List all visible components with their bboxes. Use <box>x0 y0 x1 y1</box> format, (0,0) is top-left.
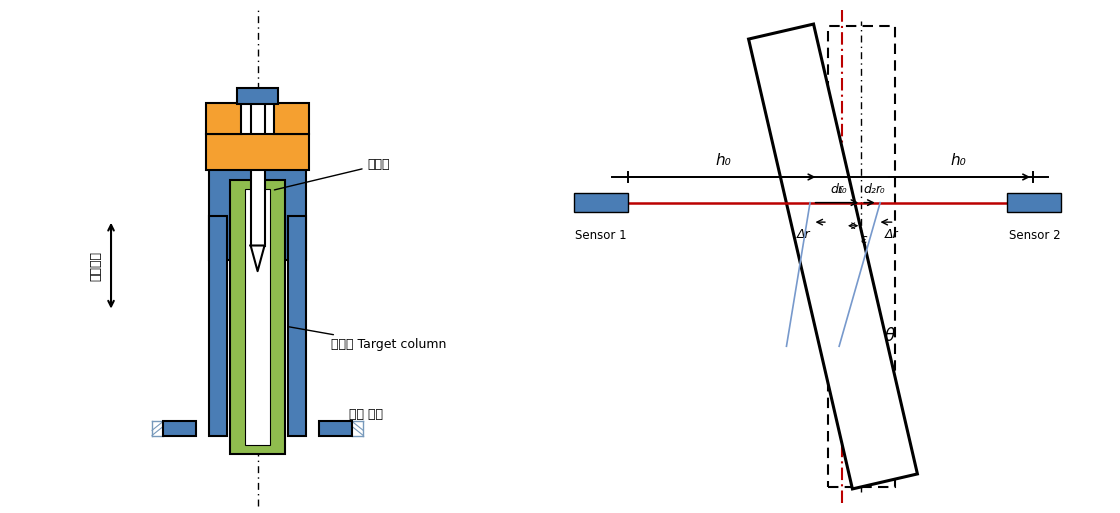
Bar <box>1007 193 1062 212</box>
Text: Sensor 2: Sensor 2 <box>1009 229 1061 242</box>
Text: Δr: Δr <box>885 228 898 241</box>
Text: ε: ε <box>860 233 867 246</box>
Text: 운동방향: 운동방향 <box>90 251 103 281</box>
Bar <box>208 169 307 260</box>
Text: h₀: h₀ <box>716 153 731 168</box>
Bar <box>230 180 286 455</box>
Polygon shape <box>251 246 264 271</box>
Bar <box>164 421 196 436</box>
Text: r₀: r₀ <box>876 183 885 196</box>
Text: Δr: Δr <box>796 228 810 241</box>
Bar <box>319 421 352 436</box>
Polygon shape <box>748 24 917 489</box>
Text: Sensor 1: Sensor 1 <box>576 229 627 242</box>
Text: r₀: r₀ <box>837 183 847 196</box>
Text: d₁: d₁ <box>830 183 843 196</box>
Text: 피스톤: 피스톤 <box>274 159 390 190</box>
Bar <box>251 99 264 246</box>
Text: h₀: h₀ <box>951 153 967 168</box>
Text: d₂: d₂ <box>864 183 876 196</box>
Bar <box>237 88 278 105</box>
Bar <box>274 103 309 134</box>
Bar <box>245 189 270 445</box>
Text: θ: θ <box>885 327 895 345</box>
Bar <box>208 216 227 436</box>
Text: 측정용 Target column: 측정용 Target column <box>288 327 446 351</box>
Bar <box>206 103 241 134</box>
Bar <box>573 193 628 212</box>
Bar <box>288 216 307 436</box>
Text: 측정 센서: 측정 센서 <box>326 407 383 427</box>
Bar <box>206 134 309 170</box>
